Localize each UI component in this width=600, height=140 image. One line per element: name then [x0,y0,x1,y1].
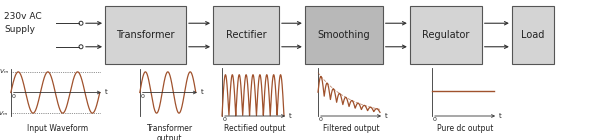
Bar [305,6,383,64]
Bar [410,6,482,64]
Text: Rectifier: Rectifier [226,30,266,40]
Text: Supply: Supply [4,25,35,34]
Text: 0: 0 [141,94,145,99]
Text: Pure dc output: Pure dc output [437,124,493,133]
Text: t: t [105,89,107,95]
Text: $-V_m$: $-V_m$ [0,109,9,118]
Text: Smoothing: Smoothing [317,30,370,40]
Text: 0: 0 [223,117,227,122]
Bar [213,6,279,64]
Bar [105,6,186,64]
Text: Regulator: Regulator [422,30,469,40]
Text: 0: 0 [433,117,437,122]
Text: t: t [201,89,203,95]
Text: Load: Load [521,30,544,40]
Text: Transformer
output: Transformer output [147,124,193,140]
Text: Transformer: Transformer [116,30,175,40]
Text: Rectified output: Rectified output [224,124,286,133]
Text: t: t [499,113,502,119]
Text: 0: 0 [12,94,16,99]
Bar [512,6,554,64]
Text: Filtered output: Filtered output [323,124,379,133]
Text: $V_m$: $V_m$ [0,67,9,76]
Text: Input Waveform: Input Waveform [27,124,88,133]
Text: t: t [289,113,292,119]
Text: 0: 0 [319,117,323,122]
Text: 230v AC: 230v AC [4,12,41,21]
Text: t: t [385,113,388,119]
